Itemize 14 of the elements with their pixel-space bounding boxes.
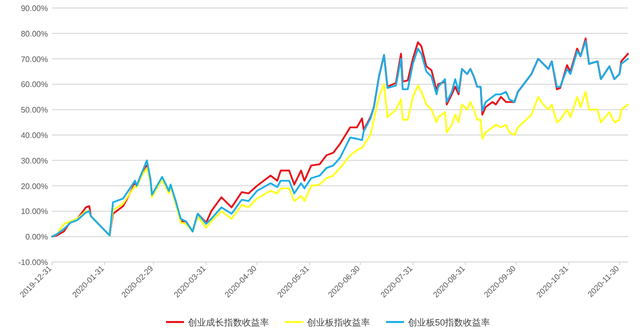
- legend-label: 创业板50指数收益率: [408, 318, 490, 328]
- y-tick-label: -10.00%: [18, 258, 48, 267]
- legend-label: 创业成长指数收益率: [188, 318, 269, 328]
- y-tick-label: 80.00%: [20, 29, 48, 38]
- y-tick-label: 30.00%: [20, 156, 48, 166]
- y-tick-label: 0.00%: [25, 232, 48, 242]
- y-tick-label: 10.00%: [20, 207, 48, 216]
- y-tick-label: 70.00%: [20, 54, 48, 64]
- y-tick-label: 60.00%: [20, 80, 48, 90]
- y-tick-label: 40.00%: [20, 131, 48, 140]
- y-tick-label: 20.00%: [20, 182, 48, 191]
- y-tick-label: 50.00%: [20, 106, 48, 115]
- legend-label: 创业板指收益率: [307, 318, 370, 328]
- y-tick-label: 90.00%: [20, 4, 48, 13]
